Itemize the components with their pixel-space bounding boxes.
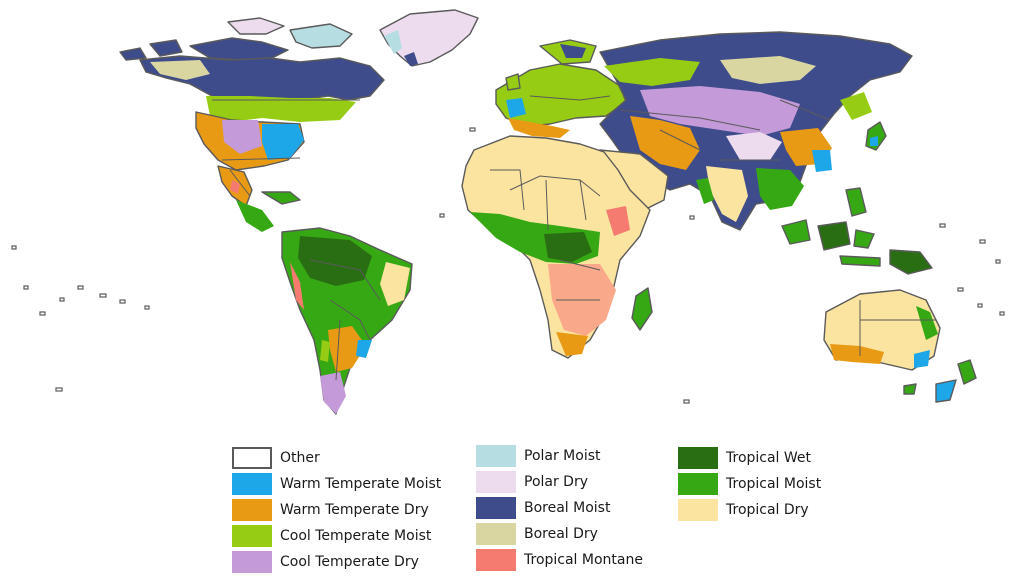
legend-swatch-cool-temperate-dry <box>232 551 272 573</box>
greenland <box>379 9 479 67</box>
southeast-asia-islands <box>781 187 933 275</box>
legend-item-warm-temperate-moist: Warm Temperate Moist <box>232 472 441 496</box>
legend-label-other: Other <box>280 450 320 466</box>
legend-swatch-warm-temperate-moist <box>232 473 272 495</box>
legend-item-boreal-dry: Boreal Dry <box>476 522 598 546</box>
legend-item-tropical-wet: Tropical Wet <box>678 446 811 470</box>
legend-label-tropical-wet: Tropical Wet <box>726 450 812 466</box>
south-america <box>281 227 413 415</box>
legend-item-tropical-montane: Tropical Montane <box>476 548 643 572</box>
arctic-islands <box>119 17 353 61</box>
country-borders <box>212 95 936 381</box>
legend-swatch-tropical-dry <box>678 499 718 521</box>
world-map <box>11 9 1005 415</box>
legend-item-boreal-moist: Boreal Moist <box>476 496 610 520</box>
australia <box>823 289 977 403</box>
legend-item-tropical-dry: Tropical Dry <box>678 498 809 522</box>
legend-swatch-warm-temperate-dry <box>232 499 272 521</box>
legend-swatch-polar-moist <box>476 445 516 467</box>
legend-swatch-boreal-dry <box>476 523 516 545</box>
legend-label-boreal-moist: Boreal Moist <box>524 500 611 516</box>
legend-item-polar-dry: Polar Dry <box>476 470 588 494</box>
legend-item-warm-temperate-dry: Warm Temperate Dry <box>232 498 429 522</box>
legend-label-polar-dry: Polar Dry <box>524 474 589 490</box>
pacific-islands <box>11 127 1005 404</box>
legend-label-cool-temperate-moist: Cool Temperate Moist <box>280 528 432 544</box>
legend-swatch-cool-temperate-moist <box>232 525 272 547</box>
legend-label-cool-temperate-dry: Cool Temperate Dry <box>280 554 419 570</box>
legend-label-tropical-montane: Tropical Montane <box>524 552 643 568</box>
legend-item-cool-temperate-dry: Cool Temperate Dry <box>232 550 419 574</box>
legend-swatch-tropical-montane <box>476 549 516 571</box>
legend-label-polar-moist: Polar Moist <box>524 448 601 464</box>
legend-swatch-other <box>232 447 272 469</box>
europe <box>495 39 627 138</box>
legend-swatch-tropical-moist <box>678 473 718 495</box>
legend-item-polar-moist: Polar Moist <box>476 444 601 468</box>
legend-item-other: Other <box>232 446 320 470</box>
legend-swatch-tropical-wet <box>678 447 718 469</box>
legend-label-warm-temperate-dry: Warm Temperate Dry <box>280 502 429 518</box>
legend-swatch-boreal-moist <box>476 497 516 519</box>
legend-item-tropical-moist: Tropical Moist <box>678 472 821 496</box>
legend-label-tropical-moist: Tropical Moist <box>726 476 822 492</box>
legend-label-warm-temperate-moist: Warm Temperate Moist <box>280 476 442 492</box>
legend-swatch-polar-dry <box>476 471 516 493</box>
north-america <box>139 55 385 232</box>
asia <box>599 31 913 231</box>
legend-item-cool-temperate-moist: Cool Temperate Moist <box>232 524 431 548</box>
legend-label-boreal-dry: Boreal Dry <box>524 526 598 542</box>
map-legend: Other Warm Temperate Moist Warm Temperat… <box>0 440 1024 582</box>
legend-label-tropical-dry: Tropical Dry <box>726 502 809 518</box>
